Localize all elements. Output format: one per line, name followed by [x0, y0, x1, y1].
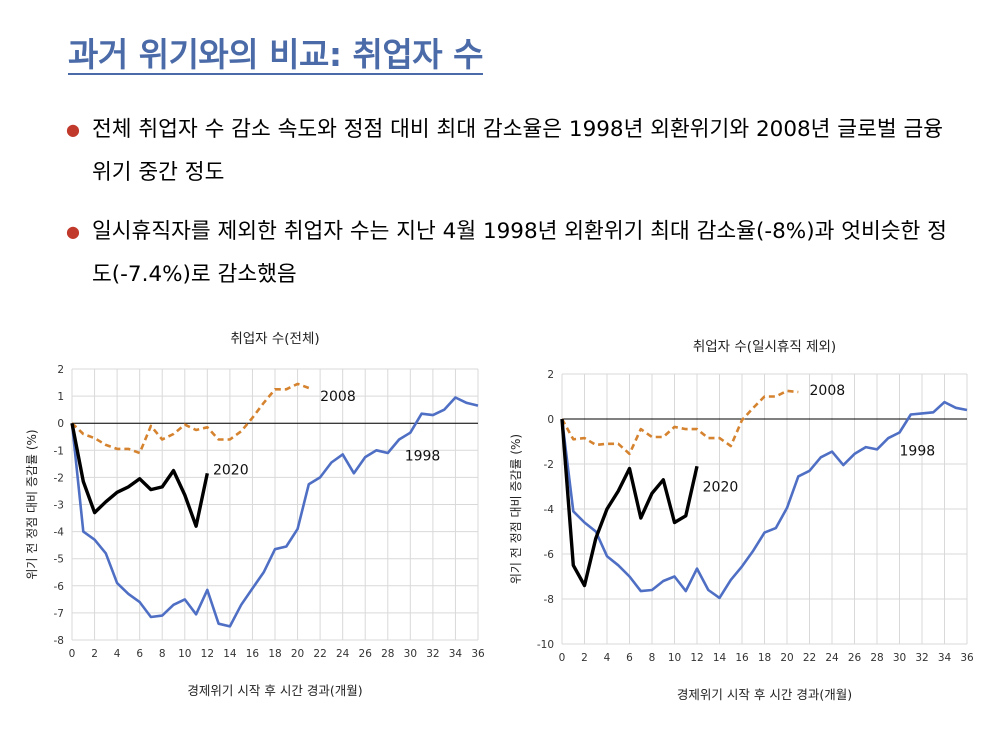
y-tick-label: -4	[544, 504, 555, 516]
x-tick-label: 28	[381, 648, 394, 660]
x-tick-label: 6	[136, 648, 143, 660]
x-tick-label: 2	[91, 648, 98, 660]
series-label: 2008	[810, 383, 846, 399]
bullet-text: 전체 취업자 수 감소 속도와 정점 대비 최대 감소율은 1998년 외환위기…	[92, 117, 944, 185]
series-label: 2020	[213, 462, 249, 478]
bullet-list: ● 전체 취업자 수 감소 속도와 정점 대비 최대 감소율은 1998년 외환…	[62, 108, 962, 312]
x-tick-label: 14	[713, 652, 727, 664]
x-axis-label: 경제위기 시작 후 시간 경과(개월)	[677, 687, 852, 702]
y-axis-label: 위기 전 정점 대비 증감률 (%)	[509, 434, 523, 584]
y-tick-label: 2	[57, 364, 64, 376]
y-tick-label: 2	[547, 369, 554, 381]
y-tick-label: -6	[54, 581, 65, 593]
y-tick-label: -8	[544, 594, 554, 606]
x-tick-label: 22	[313, 648, 326, 660]
bullet-dot-icon: ●	[66, 222, 80, 241]
y-tick-label: 1	[57, 391, 64, 403]
x-tick-label: 36	[471, 648, 485, 660]
series-label: 2008	[320, 389, 356, 405]
x-tick-label: 32	[426, 648, 439, 660]
bullet-item: ● 전체 취업자 수 감소 속도와 정점 대비 최대 감소율은 1998년 외환…	[62, 108, 962, 194]
x-tick-label: 20	[291, 648, 304, 660]
y-tick-label: -10	[537, 639, 554, 651]
y-tick-label: -5	[54, 554, 64, 566]
x-tick-label: 30	[893, 652, 906, 664]
chart-total-employment: 취업자 수(전체)210-1-2-3-4-5-6-7-80 2 4 6 8 10 12 14 1…	[25, 331, 485, 698]
y-tick-label: -2	[54, 472, 64, 484]
x-tick-label: 24	[336, 648, 350, 660]
y-tick-label: -6	[544, 549, 555, 561]
x-tick-label: 18	[268, 648, 281, 660]
x-tick-label: 4	[114, 648, 121, 660]
y-tick-label: -3	[54, 500, 64, 512]
x-tick-label: 10	[668, 652, 681, 664]
x-tick-label: 24	[825, 652, 839, 664]
x-tick-label: 14	[223, 648, 237, 660]
x-tick-label: 32	[915, 652, 928, 664]
x-axis-label: 경제위기 시작 후 시간 경과(개월)	[187, 683, 362, 698]
bullet-dot-icon: ●	[66, 120, 80, 139]
y-tick-label: -1	[54, 445, 64, 457]
chart-title: 취업자 수(전체)	[230, 331, 319, 347]
y-tick-label: -4	[54, 527, 65, 539]
x-tick-label: 6	[626, 652, 633, 664]
x-tick-label: 10	[178, 648, 191, 660]
y-tick-label: 0	[547, 414, 554, 426]
series-label: 1998	[900, 444, 936, 460]
x-tick-label: 0	[559, 652, 566, 664]
x-tick-label: 18	[758, 652, 771, 664]
bullet-item: ● 일시휴직자를 제외한 취업자 수는 지난 4월 1998년 외환위기 최대 …	[62, 210, 962, 296]
x-tick-label: 28	[870, 652, 883, 664]
x-tick-label: 16	[735, 652, 749, 664]
series-line-2008	[560, 389, 799, 456]
x-tick-label: 22	[803, 652, 816, 664]
chart-title: 취업자 수(일시휴직 제외)	[693, 339, 836, 355]
x-tick-label: 36	[960, 652, 974, 664]
x-tick-label: 26	[848, 652, 862, 664]
series-label: 2020	[703, 480, 739, 496]
series-line-1998	[560, 400, 968, 600]
x-tick-label: 26	[359, 648, 373, 660]
x-tick-label: 2	[581, 652, 588, 664]
bullet-text: 일시휴직자를 제외한 취업자 수는 지난 4월 1998년 외환위기 최대 감소…	[92, 219, 947, 287]
x-tick-label: 20	[780, 652, 793, 664]
series-line-2020	[560, 418, 699, 588]
x-tick-label: 12	[690, 652, 703, 664]
series-label: 1998	[405, 449, 441, 465]
x-tick-label: 0	[69, 648, 76, 660]
y-axis-label: 위기 전 정점 대비 증감률 (%)	[25, 429, 39, 579]
x-tick-label: 8	[159, 648, 166, 660]
x-tick-label: 34	[449, 648, 463, 660]
x-tick-label: 4	[604, 652, 611, 664]
series-line-2008	[71, 382, 310, 455]
x-tick-label: 12	[201, 648, 214, 660]
y-tick-label: -2	[544, 459, 554, 471]
x-tick-label: 34	[938, 652, 952, 664]
series-line-1998	[70, 396, 479, 628]
y-tick-label: 0	[57, 418, 64, 430]
y-tick-label: -7	[54, 608, 64, 620]
x-tick-label: 16	[246, 648, 260, 660]
chart-excl-temp-leave: 취업자 수(일시휴직 제외)20-2-4-6-8-100 2 4 6 8 10 12 14 16…	[509, 339, 974, 702]
slide-title: 과거 위기와의 비교: 취업자 수	[68, 35, 483, 74]
series-line-2020	[70, 422, 209, 528]
x-tick-label: 8	[649, 652, 656, 664]
y-tick-label: -8	[54, 635, 64, 647]
x-tick-label: 30	[404, 648, 417, 660]
